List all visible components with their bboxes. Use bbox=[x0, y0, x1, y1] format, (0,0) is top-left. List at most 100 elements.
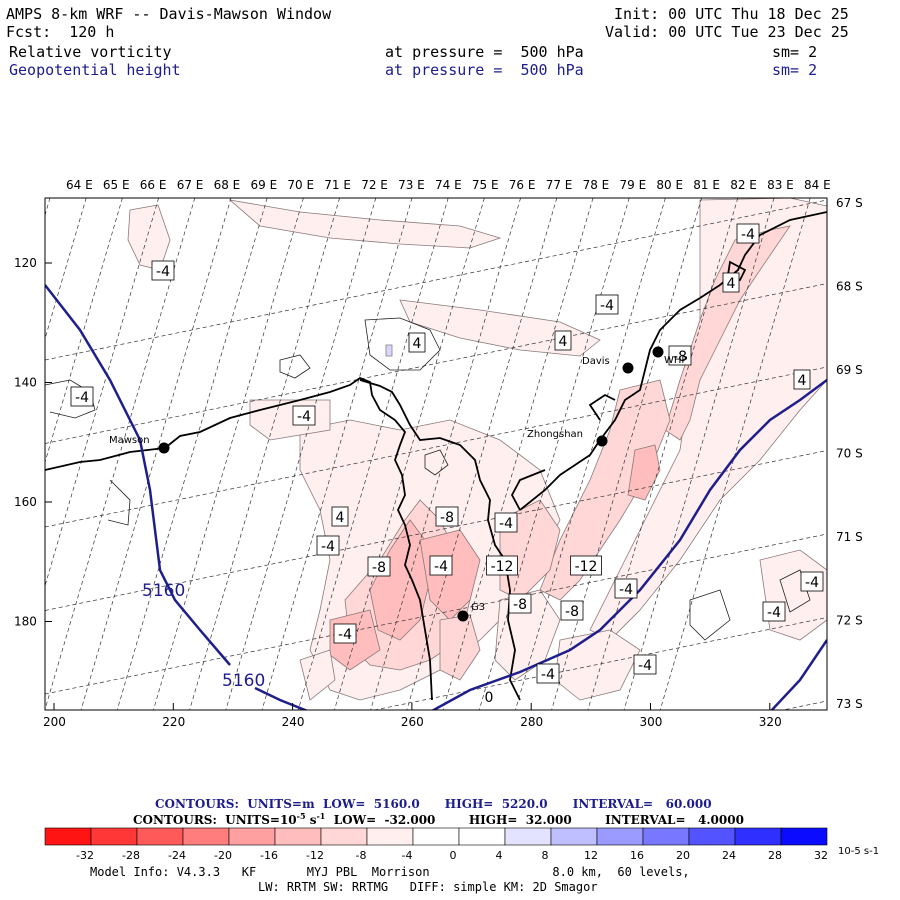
colorbar-cell bbox=[274, 827, 322, 846]
lon-label: 81 E bbox=[693, 178, 720, 192]
vorticity-label: -4 bbox=[434, 559, 448, 575]
colorbar-tick: 20 bbox=[676, 849, 690, 862]
station-label: Mawson bbox=[109, 435, 150, 446]
vorticity-label: -4 bbox=[767, 605, 781, 621]
lat-label: 73 S bbox=[836, 697, 863, 711]
vorticity-label-box bbox=[408, 332, 426, 353]
vorticity-label-box bbox=[333, 623, 357, 644]
vorticity-label-box bbox=[633, 654, 657, 675]
x-tick-label: 220 bbox=[162, 715, 185, 729]
lon-label: 73 E bbox=[398, 178, 425, 192]
vorticity-label-box bbox=[554, 330, 572, 351]
vort-contour-unit-exp: -1 bbox=[316, 811, 326, 821]
vorticity-label-box bbox=[435, 506, 459, 527]
lon-label: 84 E bbox=[804, 178, 831, 192]
colorbar-tick: -4 bbox=[402, 849, 413, 862]
colorbar-cell bbox=[734, 827, 782, 846]
vort-contour-unit: s bbox=[305, 813, 317, 827]
vorticity-label-box bbox=[486, 555, 518, 576]
height-contour-info: CONTOURS: UNITS=m LOW= 5160.0 HIGH= 5220… bbox=[155, 797, 712, 811]
colorbar-cell bbox=[550, 827, 598, 846]
vorticity-label-box bbox=[536, 663, 560, 684]
vorticity-label-box bbox=[316, 535, 340, 556]
height-label-5160-west: 5160 bbox=[142, 581, 185, 601]
field1-level: at pressure = 500 hPa bbox=[385, 43, 584, 61]
lat-label: 68 S bbox=[836, 280, 863, 294]
vorticity-label: -4 bbox=[741, 227, 755, 243]
station-label: Zhongshan bbox=[527, 429, 583, 440]
station-marker bbox=[622, 362, 634, 374]
vorticity-label: -4 bbox=[156, 264, 170, 280]
colorbar-tick: -16 bbox=[260, 849, 278, 862]
vorticity-label: 4 bbox=[798, 373, 807, 389]
lon-label: 76 E bbox=[509, 178, 536, 192]
vorticity-shading bbox=[127, 198, 827, 701]
x-tick-label: 200 bbox=[43, 715, 66, 729]
vorticity-label: 4 bbox=[336, 510, 345, 526]
colorbar-unit: 10-5 s-1 bbox=[838, 846, 879, 857]
colorbar-cell bbox=[90, 827, 138, 846]
colorbar-cell bbox=[458, 827, 506, 846]
colorbar-cell bbox=[136, 827, 184, 846]
vorticity-label-box bbox=[494, 512, 518, 533]
vorticity-label-box bbox=[668, 345, 692, 366]
lon-label: 68 E bbox=[214, 178, 241, 192]
vorticity-label-box bbox=[151, 260, 175, 281]
vorticity-label: -8 bbox=[513, 597, 527, 613]
field2-smoothing: sm= 2 bbox=[772, 61, 818, 79]
vorticity-label-box bbox=[331, 506, 349, 527]
y-tick-label: 120 bbox=[14, 256, 37, 270]
vorticity-label: -4 bbox=[338, 627, 352, 643]
vorticity-label: -8 bbox=[673, 349, 687, 365]
colorbar-tick: 16 bbox=[630, 849, 644, 862]
colorbar-tick: -20 bbox=[214, 849, 232, 862]
lon-label: 79 E bbox=[620, 178, 647, 192]
colorbar-cell bbox=[366, 827, 414, 846]
y-tick-label: 140 bbox=[14, 376, 37, 390]
vorticity-label: -4 bbox=[499, 516, 513, 532]
vorticity-label-box bbox=[800, 571, 824, 592]
lat-label: 67 S bbox=[836, 196, 863, 210]
vorticity-label-box bbox=[793, 369, 811, 390]
x-axis-ticks: 200 220 240 260 280 300 320 bbox=[43, 703, 782, 729]
lon-label: 75 E bbox=[472, 178, 499, 192]
colorbar-cell bbox=[780, 827, 828, 846]
station-label: Davis bbox=[582, 356, 610, 367]
colorbar-tick: 32 bbox=[814, 849, 828, 862]
vorticity-label: -4 bbox=[321, 539, 335, 555]
lon-label: 66 E bbox=[140, 178, 167, 192]
vorticity-label-box bbox=[736, 223, 760, 244]
y-tick-label: 160 bbox=[14, 495, 37, 509]
colorbar-tick: 0 bbox=[450, 849, 457, 862]
colorbar-cell bbox=[228, 827, 276, 846]
lat-label: 69 S bbox=[836, 363, 863, 377]
vorticity-label: -4 bbox=[638, 658, 652, 674]
y-axis-ticks: 120 140 160 180 bbox=[14, 256, 52, 629]
colorbar: -32 -28 -24 -20 -16 -12 -8 -4 0 4 8 12 16 20 24 28 32 10-… bbox=[44, 827, 879, 862]
lat-label: 72 S bbox=[836, 614, 863, 628]
lon-label: 78 E bbox=[583, 178, 610, 192]
colorbar-cell bbox=[642, 827, 690, 846]
lat-label: 71 S bbox=[836, 530, 863, 544]
vorticity-label: -4 bbox=[297, 409, 311, 425]
vorticity-label-box bbox=[560, 600, 584, 621]
vorticity-label: -12 bbox=[491, 559, 514, 575]
station-marker bbox=[652, 346, 664, 358]
vorticity-label: 0 bbox=[485, 690, 494, 706]
lon-label: 70 E bbox=[287, 178, 314, 192]
colorbar-tick: -8 bbox=[356, 849, 367, 862]
vorticity-label-box bbox=[429, 555, 453, 576]
x-tick-label: 280 bbox=[520, 715, 543, 729]
lon-label: 74 E bbox=[435, 178, 462, 192]
valid-time: Valid: 00 UTC Tue 23 Dec 25 bbox=[605, 23, 849, 41]
forecast-hour: Fcst: 120 h bbox=[6, 23, 115, 41]
station-marker bbox=[457, 610, 469, 622]
lon-label: 71 E bbox=[324, 178, 351, 192]
vorticity-label-box bbox=[292, 405, 316, 426]
height-contours bbox=[45, 284, 827, 710]
vorticity-label: -8 bbox=[565, 604, 579, 620]
init-time: Init: 00 UTC Thu 18 Dec 25 bbox=[614, 5, 849, 23]
colorbar-cell bbox=[688, 827, 736, 846]
vorticity-label-box bbox=[614, 578, 638, 599]
vorticity-label: -4 bbox=[805, 575, 819, 591]
